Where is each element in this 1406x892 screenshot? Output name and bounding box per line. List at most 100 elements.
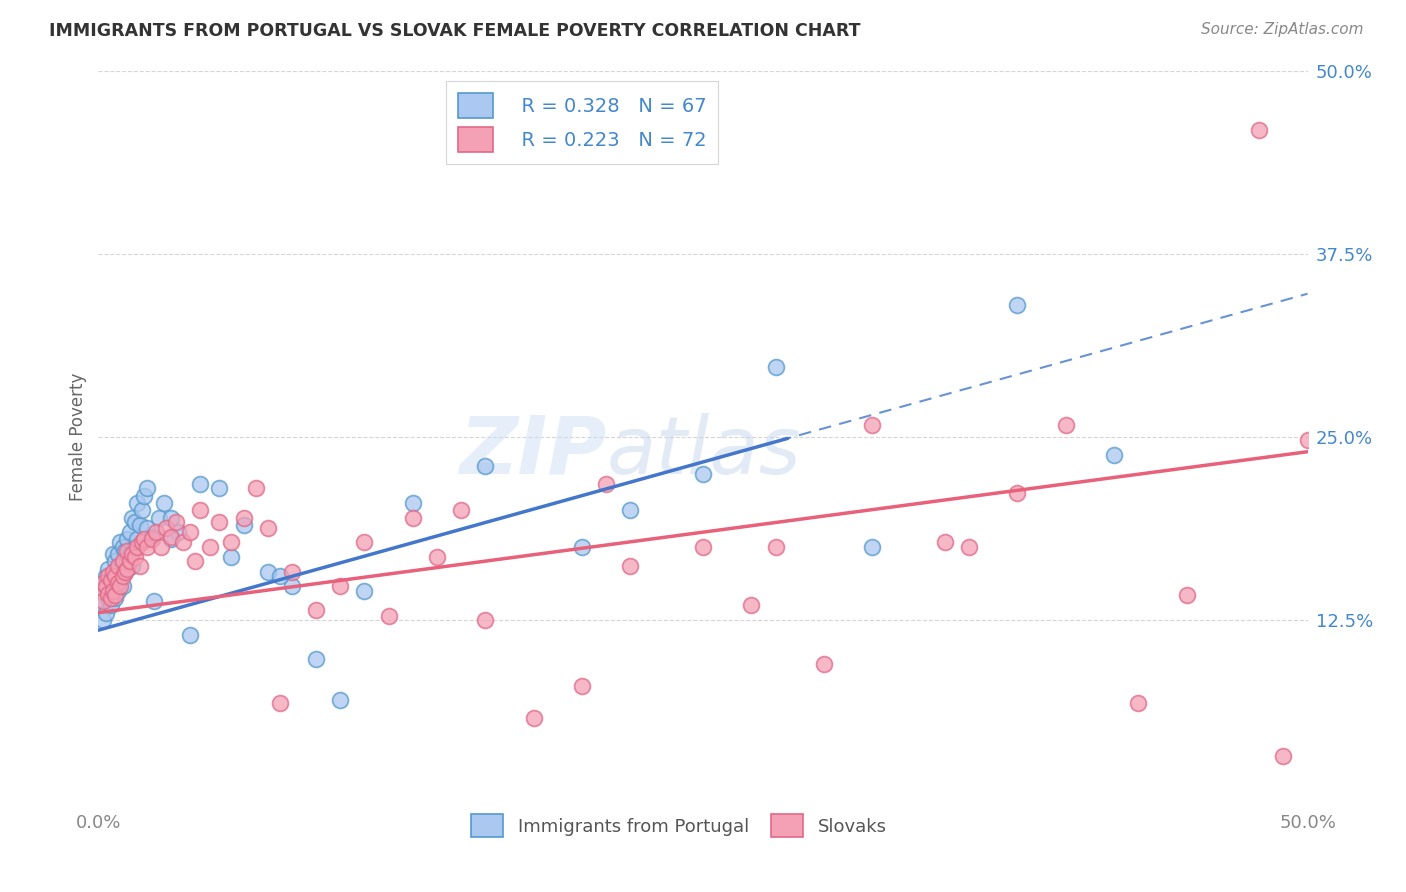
Point bbox=[256, 565, 278, 579]
Point bbox=[101, 583, 124, 598]
Point bbox=[91, 583, 114, 598]
Point bbox=[114, 565, 136, 579]
Text: atlas: atlas bbox=[606, 413, 801, 491]
Point bbox=[740, 599, 762, 613]
Point bbox=[91, 613, 114, 627]
Point bbox=[104, 588, 127, 602]
Point bbox=[305, 603, 328, 617]
Point bbox=[150, 540, 173, 554]
Point bbox=[957, 540, 980, 554]
Point bbox=[118, 554, 141, 568]
Point bbox=[100, 574, 122, 588]
Point bbox=[124, 540, 146, 554]
Point bbox=[571, 540, 593, 554]
Point bbox=[104, 591, 127, 605]
Point bbox=[172, 535, 194, 549]
Point bbox=[107, 583, 129, 598]
Point bbox=[107, 558, 129, 573]
Text: IMMIGRANTS FROM PORTUGAL VS SLOVAK FEMALE POVERTY CORRELATION CHART: IMMIGRANTS FROM PORTUGAL VS SLOVAK FEMAL… bbox=[49, 22, 860, 40]
Point bbox=[813, 657, 835, 671]
Point bbox=[100, 576, 122, 591]
Point bbox=[104, 554, 127, 568]
Point bbox=[188, 476, 211, 491]
Point bbox=[198, 540, 221, 554]
Point bbox=[111, 554, 134, 568]
Point bbox=[232, 517, 254, 532]
Point bbox=[97, 569, 120, 583]
Point bbox=[1249, 123, 1271, 137]
Point bbox=[101, 583, 124, 598]
Point bbox=[127, 540, 149, 554]
Point bbox=[155, 521, 177, 535]
Point bbox=[117, 533, 139, 547]
Point bbox=[184, 554, 207, 568]
Point bbox=[571, 679, 593, 693]
Point bbox=[305, 652, 328, 666]
Point bbox=[94, 569, 117, 583]
Point bbox=[124, 515, 146, 529]
Point bbox=[145, 525, 167, 540]
Point bbox=[118, 547, 141, 561]
Point bbox=[523, 711, 546, 725]
Point bbox=[1007, 485, 1029, 500]
Point bbox=[765, 359, 787, 374]
Point bbox=[108, 579, 131, 593]
Point bbox=[121, 558, 143, 573]
Point bbox=[101, 547, 124, 561]
Point bbox=[269, 569, 291, 583]
Point bbox=[97, 591, 120, 605]
Point bbox=[101, 569, 124, 583]
Point bbox=[934, 535, 956, 549]
Point bbox=[111, 558, 134, 572]
Point bbox=[692, 467, 714, 481]
Point bbox=[108, 535, 131, 549]
Point bbox=[165, 515, 187, 529]
Point bbox=[232, 510, 254, 524]
Point bbox=[474, 459, 496, 474]
Point bbox=[121, 510, 143, 524]
Text: #c5d8ef: #c5d8ef bbox=[703, 450, 709, 451]
Point bbox=[124, 549, 146, 564]
Point bbox=[135, 481, 157, 495]
Point bbox=[128, 517, 150, 532]
Point bbox=[1054, 418, 1077, 433]
Point bbox=[1007, 298, 1029, 312]
Point bbox=[1296, 433, 1319, 447]
Point bbox=[127, 533, 149, 547]
Point bbox=[131, 535, 153, 549]
Point bbox=[188, 503, 211, 517]
Point bbox=[117, 554, 139, 568]
Point bbox=[141, 533, 163, 547]
Point bbox=[111, 579, 134, 593]
Point bbox=[91, 594, 114, 608]
Point bbox=[281, 579, 304, 593]
Point bbox=[131, 503, 153, 517]
Point bbox=[117, 544, 139, 558]
Point bbox=[141, 530, 163, 544]
Point bbox=[1128, 696, 1150, 710]
Point bbox=[107, 547, 129, 561]
Point bbox=[1175, 588, 1198, 602]
Point bbox=[402, 496, 425, 510]
Point bbox=[179, 525, 201, 540]
Point bbox=[208, 481, 231, 495]
Point bbox=[281, 565, 304, 579]
Point bbox=[135, 521, 157, 535]
Point bbox=[329, 579, 352, 593]
Point bbox=[353, 535, 375, 549]
Point bbox=[134, 489, 156, 503]
Point bbox=[1272, 749, 1295, 764]
Text: Source: ZipAtlas.com: Source: ZipAtlas.com bbox=[1201, 22, 1364, 37]
Point bbox=[474, 613, 496, 627]
Point bbox=[91, 576, 114, 591]
Point bbox=[118, 525, 141, 540]
Point bbox=[269, 696, 291, 710]
Point bbox=[860, 540, 883, 554]
Point bbox=[377, 608, 399, 623]
Point bbox=[1102, 448, 1125, 462]
Point bbox=[402, 510, 425, 524]
Point bbox=[765, 540, 787, 554]
Point bbox=[108, 562, 131, 576]
Point bbox=[148, 510, 170, 524]
Point bbox=[450, 503, 472, 517]
